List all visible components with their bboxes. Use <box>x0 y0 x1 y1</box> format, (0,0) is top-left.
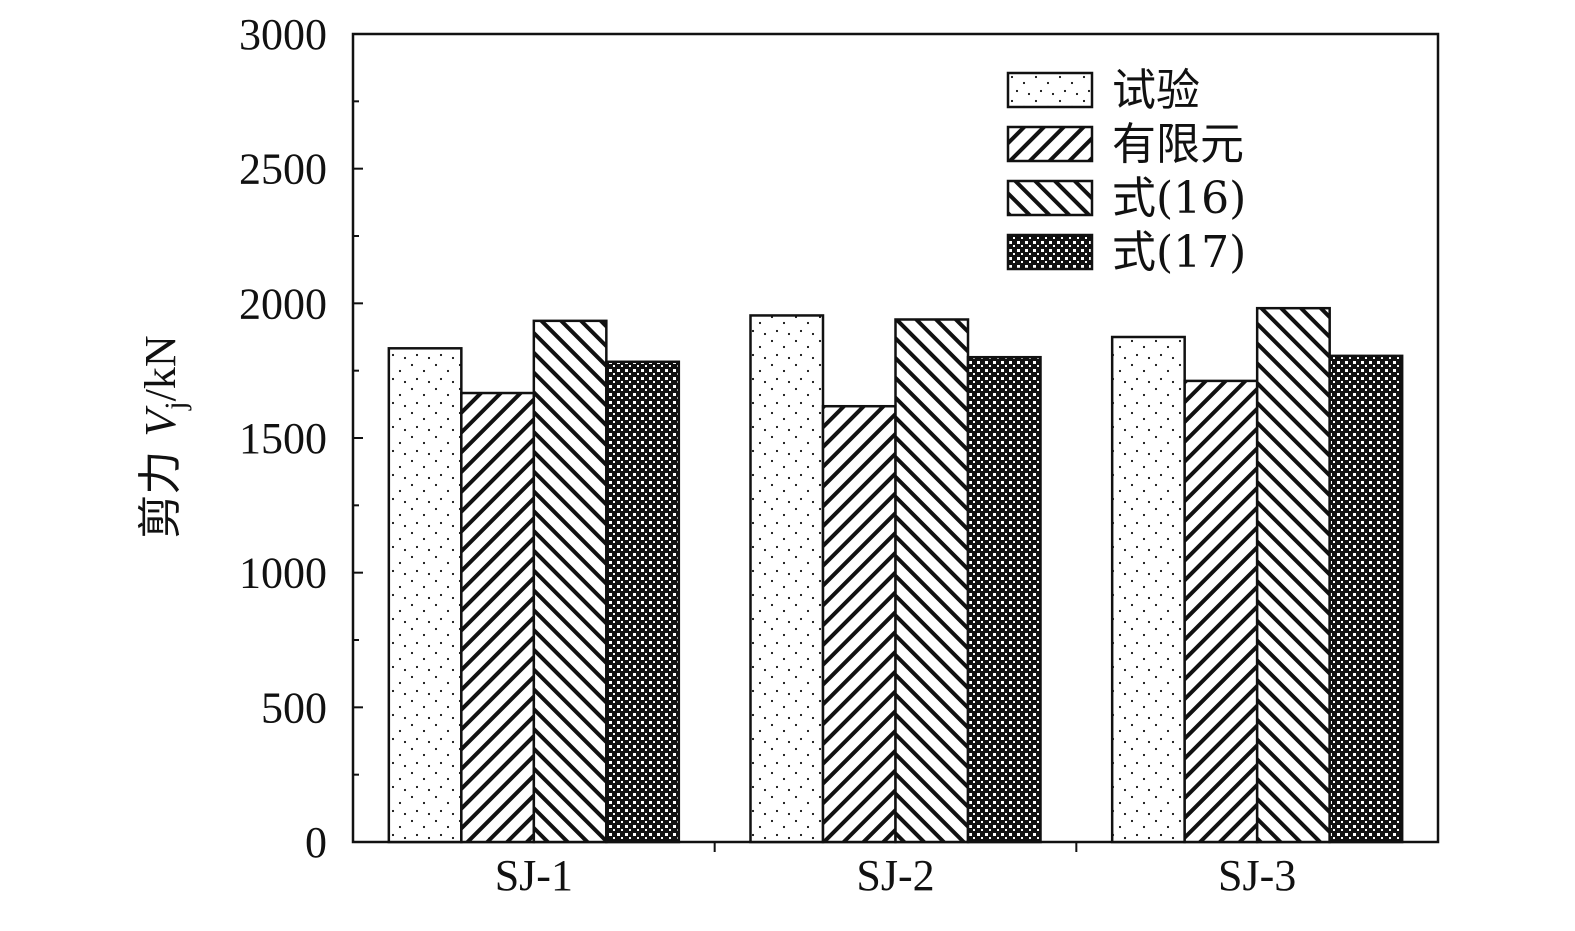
y-tick-label: 2000 <box>239 279 327 328</box>
y-axis-title-var: V <box>136 405 185 437</box>
bar-sj-2-series-3 <box>894 318 970 844</box>
legend-swatch <box>1006 233 1094 271</box>
y-axis-title: 剪力 Vj/kN <box>135 335 192 538</box>
bar-sj-1-series-2 <box>460 391 536 844</box>
y-axis-title-subscript: j <box>159 401 192 410</box>
bar-sj-1-series-3 <box>532 319 608 844</box>
bar-sj-1-series-4 <box>605 360 681 844</box>
y-tick-label: 1000 <box>239 549 327 598</box>
y-axis-title-unit: /kN <box>136 335 185 401</box>
bar-sj-3-series-1 <box>1110 335 1186 844</box>
legend-swatch <box>1006 179 1094 217</box>
x-tick-label: SJ-2 <box>856 851 934 900</box>
y-axis: 0 500 1000 1500 2000 2500 3000 <box>239 10 363 867</box>
bar-sj-2-series-4 <box>966 355 1042 844</box>
y-tick-label: 2500 <box>239 145 327 194</box>
legend-swatch <box>1006 125 1094 163</box>
bar-sj-3-series-4 <box>1328 354 1404 844</box>
bars <box>387 306 1404 844</box>
legend-label: 有限元 <box>1112 119 1244 170</box>
legend-label: 式(16) <box>1112 173 1246 224</box>
x-axis: SJ-1 SJ-2 SJ-3 <box>495 842 1296 900</box>
x-tick-label: SJ-3 <box>1218 851 1296 900</box>
bar-sj-1-series-1 <box>387 347 463 844</box>
bar-sj-3-series-3 <box>1255 306 1331 844</box>
legend-label: 式(17) <box>1112 227 1246 278</box>
y-tick-label: 1500 <box>239 414 327 463</box>
y-axis-title-prefix: 剪力 <box>135 437 186 539</box>
y-tick-label: 0 <box>305 818 327 867</box>
bar-sj-3-series-2 <box>1183 379 1259 844</box>
bar-sj-2-series-2 <box>821 404 897 844</box>
legend-label: 试验 <box>1112 65 1200 116</box>
y-tick-label: 3000 <box>239 10 327 59</box>
x-tick-label: SJ-1 <box>495 851 573 900</box>
bar-sj-2-series-1 <box>749 314 825 844</box>
legend-swatch <box>1006 71 1094 109</box>
y-tick-label: 500 <box>261 683 327 732</box>
